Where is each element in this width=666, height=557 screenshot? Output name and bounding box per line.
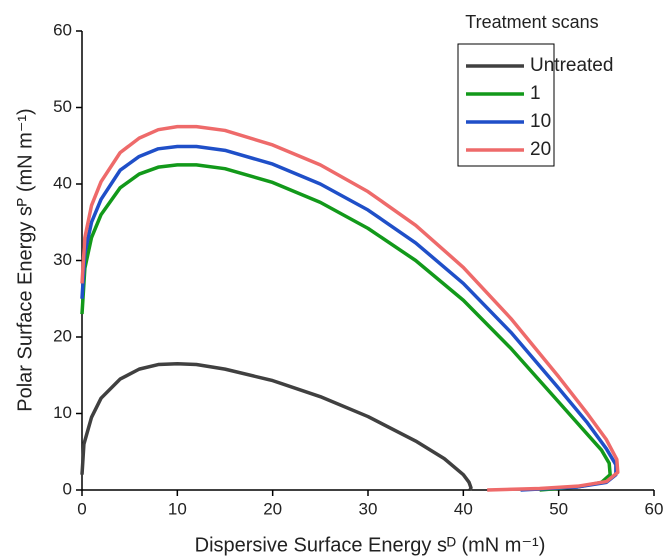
y-tick-label: 20 bbox=[53, 326, 72, 345]
legend-label: 20 bbox=[530, 139, 551, 160]
legend-label: 1 bbox=[530, 83, 541, 104]
legend-label: Untreated bbox=[530, 55, 613, 76]
y-axis-label: Polar Surface Energy sᴾ (mN m⁻¹) bbox=[14, 108, 36, 411]
x-axis-label: Dispersive Surface Energy sᴰ (mN m⁻¹) bbox=[195, 534, 546, 556]
x-tick-label: 40 bbox=[454, 499, 473, 518]
x-tick-label: 30 bbox=[359, 499, 378, 518]
y-tick-label: 10 bbox=[53, 403, 72, 422]
series-line bbox=[80, 124, 620, 492]
x-tick-label: 50 bbox=[549, 499, 568, 518]
y-tick-label: 0 bbox=[63, 479, 72, 498]
y-tick-label: 50 bbox=[53, 97, 72, 116]
x-tick-label: 20 bbox=[263, 499, 282, 518]
legend-title: Treatment scans bbox=[465, 12, 598, 32]
series-line bbox=[80, 144, 618, 492]
x-tick-label: 10 bbox=[168, 499, 187, 518]
x-tick-label: 0 bbox=[77, 499, 86, 518]
y-tick-label: 30 bbox=[53, 250, 72, 269]
legend-label: 10 bbox=[530, 111, 551, 132]
y-tick-label: 40 bbox=[53, 173, 72, 192]
series-line bbox=[80, 362, 473, 491]
y-tick-label: 60 bbox=[53, 20, 72, 39]
series-line bbox=[80, 163, 612, 492]
x-tick-label: 60 bbox=[645, 499, 664, 518]
